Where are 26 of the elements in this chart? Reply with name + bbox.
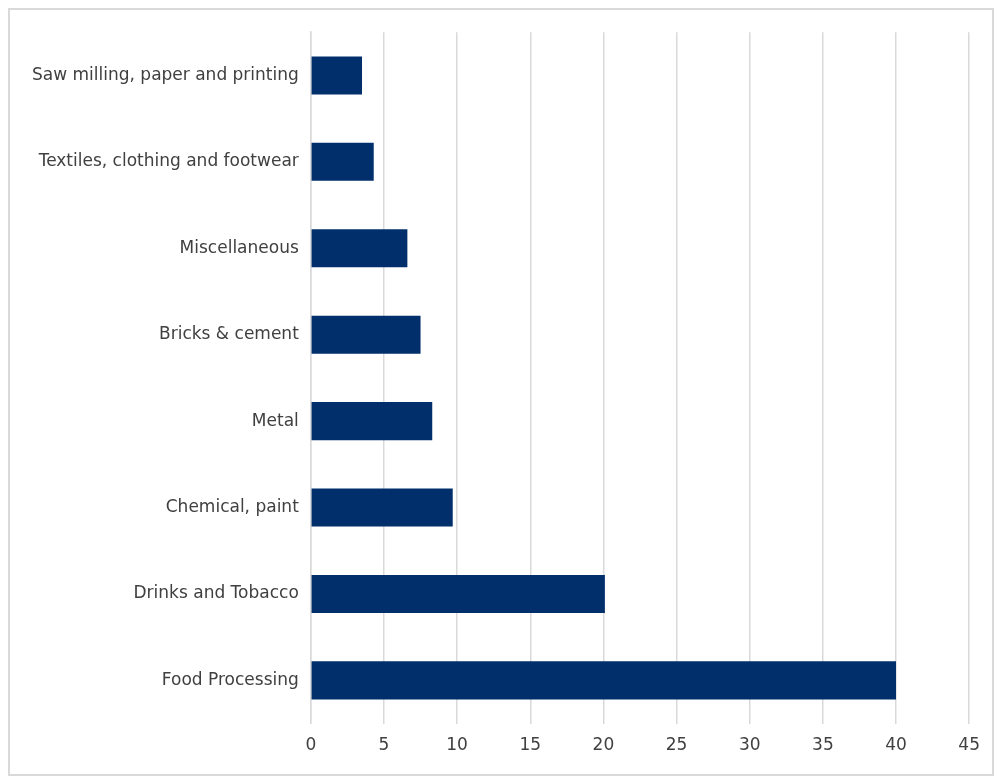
bar bbox=[311, 402, 433, 441]
x-tick-label: 10 bbox=[446, 734, 468, 755]
bar bbox=[311, 142, 374, 181]
x-tick-label: 20 bbox=[592, 734, 615, 755]
x-tick-label: 0 bbox=[305, 734, 317, 755]
y-tick-label: Food Processing bbox=[161, 668, 299, 689]
bar bbox=[311, 574, 605, 613]
x-tick-label: 25 bbox=[665, 734, 688, 755]
bar bbox=[311, 661, 897, 700]
y-tick-label: Bricks & cement bbox=[159, 323, 300, 344]
x-tick-label: 35 bbox=[812, 734, 834, 755]
y-tick-label: Metal bbox=[251, 409, 299, 430]
y-tick-label: Textiles, clothing and footwear bbox=[37, 150, 299, 171]
bar bbox=[311, 229, 408, 268]
bar bbox=[311, 488, 453, 527]
y-tick-label: Chemical, paint bbox=[165, 495, 300, 516]
x-tick-label: 40 bbox=[885, 734, 907, 755]
y-tick-label: Miscellaneous bbox=[179, 236, 299, 257]
y-tick-label: Saw milling, paper and printing bbox=[32, 63, 299, 84]
bar bbox=[311, 315, 421, 354]
x-tick-label: 15 bbox=[519, 734, 542, 755]
x-tick-label: 30 bbox=[738, 734, 761, 755]
x-tick-label: 45 bbox=[958, 734, 980, 755]
bar bbox=[311, 56, 363, 95]
y-tick-label: Drinks and Tobacco bbox=[133, 582, 299, 603]
x-tick-label: 5 bbox=[378, 734, 390, 755]
